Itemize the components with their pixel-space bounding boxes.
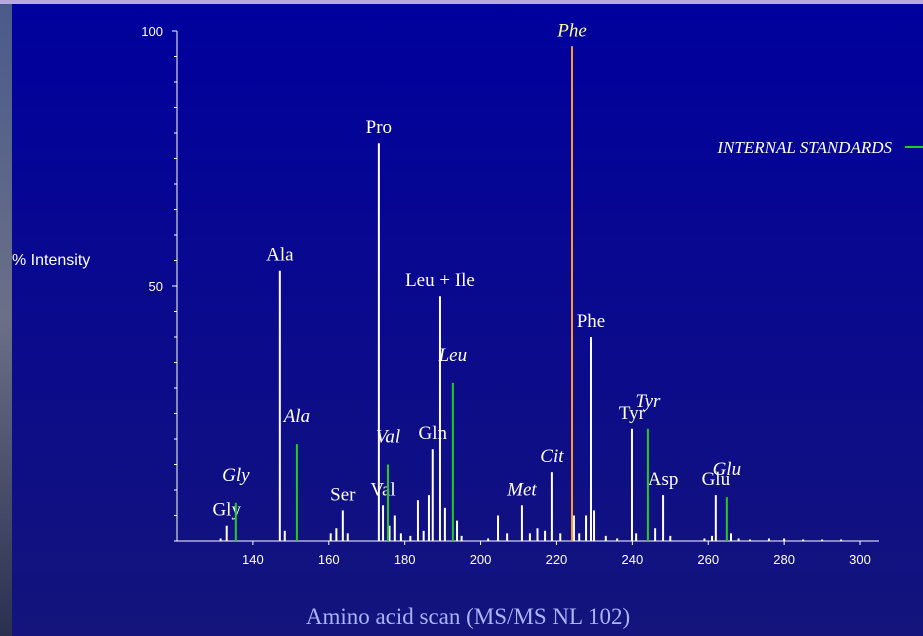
chart-title: Amino acid scan (MS/MS NL 102) (306, 604, 630, 629)
peak-label: Pro (366, 117, 392, 138)
top-border (0, 0, 923, 4)
peak-label: Gly (222, 465, 250, 486)
x-tick-label: 180 (394, 552, 416, 567)
x-tick-label: 280 (773, 552, 795, 567)
peak-label: Ala (282, 406, 310, 427)
peak-label: Glu (702, 469, 731, 490)
y-axis-label: % Intensity (12, 252, 90, 269)
peak-label: Cit (540, 446, 564, 467)
peak-label: Glu (713, 459, 742, 480)
peak-label: Asp (648, 469, 679, 490)
x-tick-label: 200 (470, 552, 492, 567)
side-strip (0, 0, 12, 636)
x-tick-label: 220 (546, 552, 568, 567)
peak-label: Tyr (619, 403, 646, 424)
peak-label: Gly (212, 500, 241, 521)
y-tick-label: 50 (149, 279, 163, 294)
peak-label: Phe (556, 20, 587, 41)
x-tick-label: 140 (242, 552, 264, 567)
x-tick-label: 300 (849, 552, 871, 567)
peak-label: Phe (577, 311, 606, 332)
y-tick-label: 100 (141, 24, 163, 39)
x-tick-label: 240 (621, 552, 643, 567)
peak-label: Tyr (635, 391, 661, 412)
peak-label: Ala (266, 245, 294, 266)
peak-label: Gln (419, 423, 448, 444)
peak-label: Leu + Ile (405, 270, 475, 291)
peak-label: Ser (330, 484, 356, 505)
peak-label: Val (376, 427, 400, 448)
legend-label: INTERNAL STANDARDS (716, 138, 892, 157)
peak-label: Leu (438, 345, 468, 366)
peak-label: Val (370, 479, 395, 500)
x-tick-label: 160 (318, 552, 340, 567)
peak-label: Met (506, 479, 537, 500)
x-tick-label: 260 (697, 552, 719, 567)
